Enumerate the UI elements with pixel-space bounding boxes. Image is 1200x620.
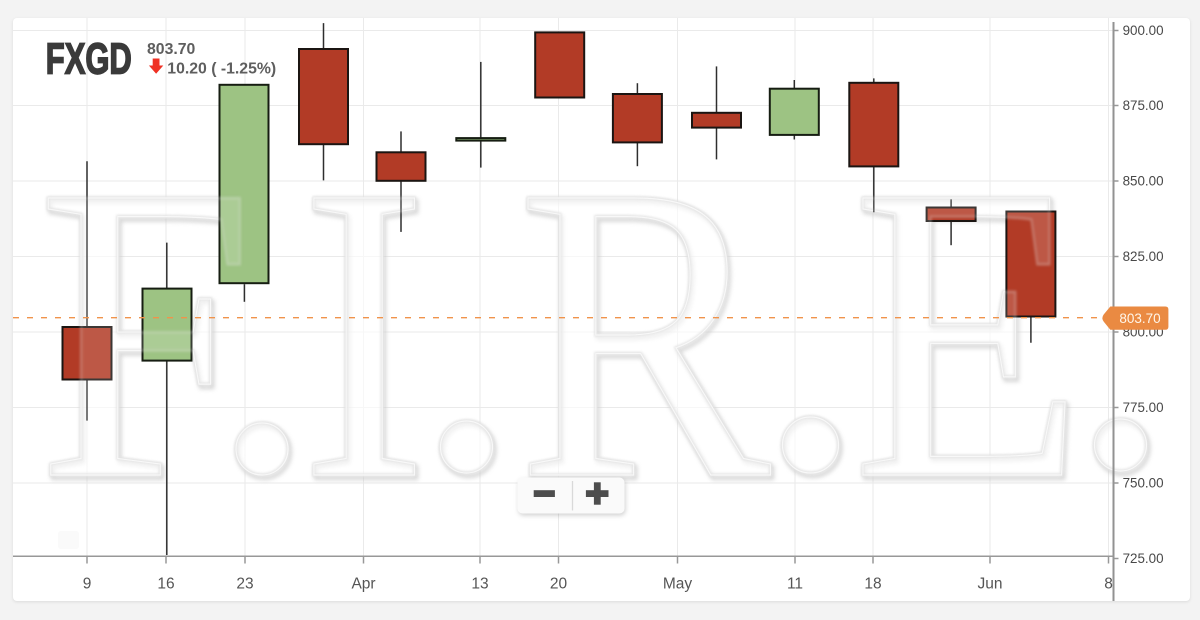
svg-text:875.00: 875.00 (1123, 98, 1164, 113)
svg-text:10.20 ( -1.25%): 10.20 ( -1.25%) (167, 60, 276, 77)
svg-text:18: 18 (864, 575, 881, 592)
svg-text:8: 8 (1104, 575, 1113, 592)
svg-text:803.70: 803.70 (1119, 311, 1160, 326)
svg-text:May: May (663, 575, 693, 592)
svg-text:775.00: 775.00 (1123, 400, 1164, 415)
svg-text:9: 9 (83, 575, 92, 592)
svg-text:11: 11 (787, 575, 803, 592)
svg-text:13: 13 (471, 575, 488, 592)
svg-text:725.00: 725.00 (1123, 551, 1164, 566)
svg-text:803.70: 803.70 (147, 41, 196, 58)
svg-text:Apr: Apr (351, 575, 375, 592)
svg-text:Jun: Jun (978, 575, 1003, 592)
svg-text:20: 20 (550, 575, 568, 592)
svg-text:23: 23 (236, 575, 253, 592)
svg-text:FXGD: FXGD (46, 34, 132, 83)
svg-text:750.00: 750.00 (1123, 476, 1164, 491)
svg-text:16: 16 (157, 575, 174, 592)
svg-text:825.00: 825.00 (1123, 249, 1164, 264)
svg-text:850.00: 850.00 (1123, 174, 1164, 189)
svg-text:900.00: 900.00 (1123, 23, 1164, 38)
